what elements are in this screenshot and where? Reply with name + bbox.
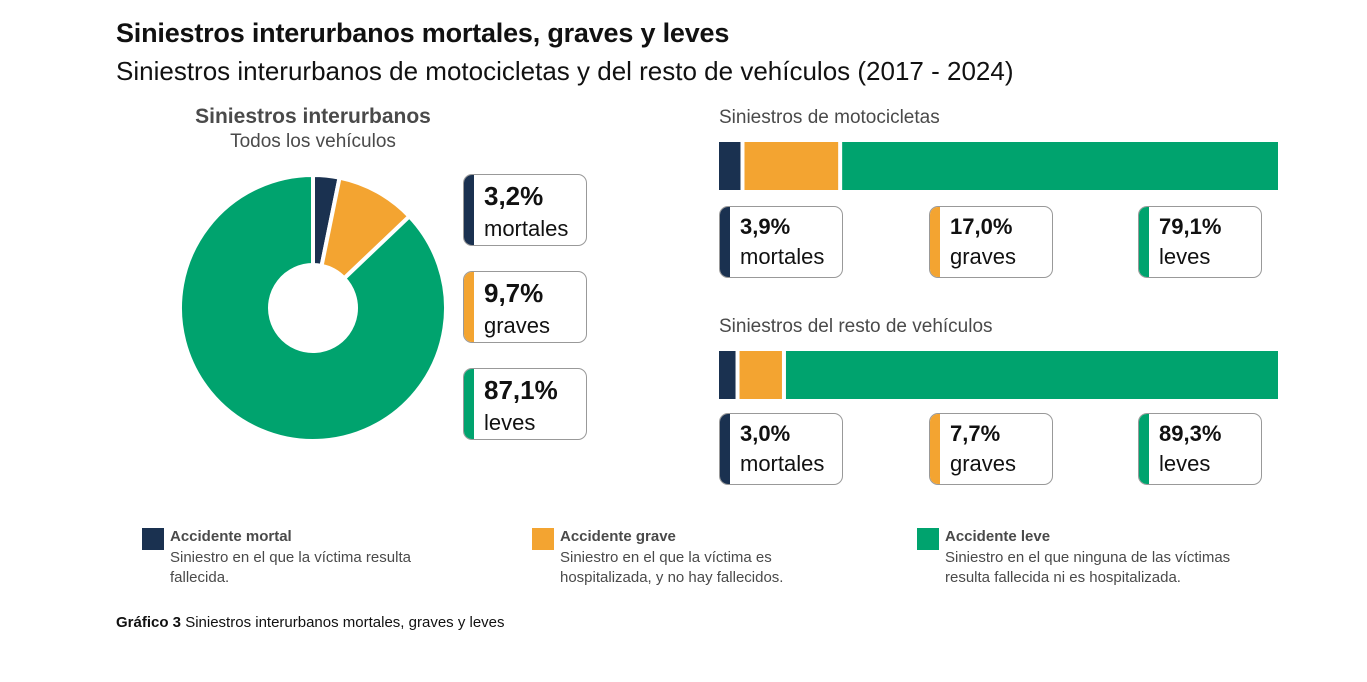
card-percent: 3,9% [740,214,791,239]
donut-card-grave: 9,7% graves [463,271,587,343]
motos-card-leve: 79,1% leves [1138,206,1262,278]
legend-heading-mortal: Accidente mortal [170,528,292,545]
legend-text-mortal: Siniestro en el que la víctima resulta f… [170,549,411,586]
card-label: graves [950,451,1017,476]
donut-chart [180,175,446,441]
resto-card-grave: 7,7% graves [929,413,1053,485]
motos-card-mortal: 3,9% mortales [719,206,843,278]
donut-slice-leve [180,175,446,441]
legend-swatch-grave [532,528,554,550]
legend-heading-grave: Accidente grave [560,528,676,545]
card-color-bar [720,414,730,484]
card-label: mortales [740,244,825,269]
card-label: graves [484,313,551,338]
legend-swatch-mortal [142,528,164,550]
card-percent: 3,2% [484,181,544,211]
legend-text-leve: Siniestro en el que ninguna de las vícti… [945,549,1231,586]
figure-caption: Gráfico 3 Siniestros interurbanos mortal… [116,614,505,631]
caption-label: Gráfico 3 [116,614,182,631]
card-color-bar [464,175,474,245]
legend-swatch-leve [917,528,939,550]
chart-title: Siniestros interurbanos mortales, graves… [116,18,730,48]
resto-card-mortal: 3,0% mortales [719,413,843,485]
card-percent: 87,1% [484,375,558,405]
bar-segment-leve [842,142,1278,190]
bar-segment-leve [785,351,1278,399]
motos-card-grave: 17,0% graves [929,206,1053,278]
bar-segment-grave [744,142,839,190]
bar-segment-grave [739,351,782,399]
chart-subtitle: Siniestros interurbanos de motocicletas … [116,56,1014,86]
motos-title: Siniestros de motocicletas [719,107,940,128]
card-label: leves [1159,244,1211,269]
card-label: graves [950,244,1017,269]
card-percent: 79,1% [1159,214,1222,239]
card-color-bar [464,272,474,342]
bar-segment-mortal [719,142,741,190]
card-label: mortales [740,451,825,476]
resto-stacked-bar [719,351,1278,399]
card-color-bar [930,414,940,484]
card-percent: 17,0% [950,214,1013,239]
donut-card-leve: 87,1% leves [463,368,587,440]
legend-text-grave: Siniestro en el que la víctima es hospit… [560,549,784,586]
motos-stacked-bar [719,142,1278,190]
card-label: mortales [484,216,569,241]
card-color-bar [930,207,940,277]
bar-segment-mortal [719,351,736,399]
caption-text: Siniestros interurbanos mortales, graves… [185,614,505,631]
donut-title: Siniestros interurbanos [195,105,431,128]
card-percent: 3,0% [740,421,791,446]
card-percent: 7,7% [950,421,1001,446]
card-label: leves [1159,451,1211,476]
donut-subtitle: Todos los vehículos [230,131,396,152]
card-color-bar [1139,207,1149,277]
resto-title: Siniestros del resto de vehículos [719,316,993,337]
donut-card-mortal: 3,2% mortales [463,174,587,246]
card-label: leves [484,410,536,435]
card-color-bar [1139,414,1149,484]
card-color-bar [720,207,730,277]
card-color-bar [464,369,474,439]
card-percent: 9,7% [484,278,544,308]
card-percent: 89,3% [1159,421,1222,446]
legend-heading-leve: Accidente leve [945,528,1051,545]
resto-card-leve: 89,3% leves [1138,413,1262,485]
